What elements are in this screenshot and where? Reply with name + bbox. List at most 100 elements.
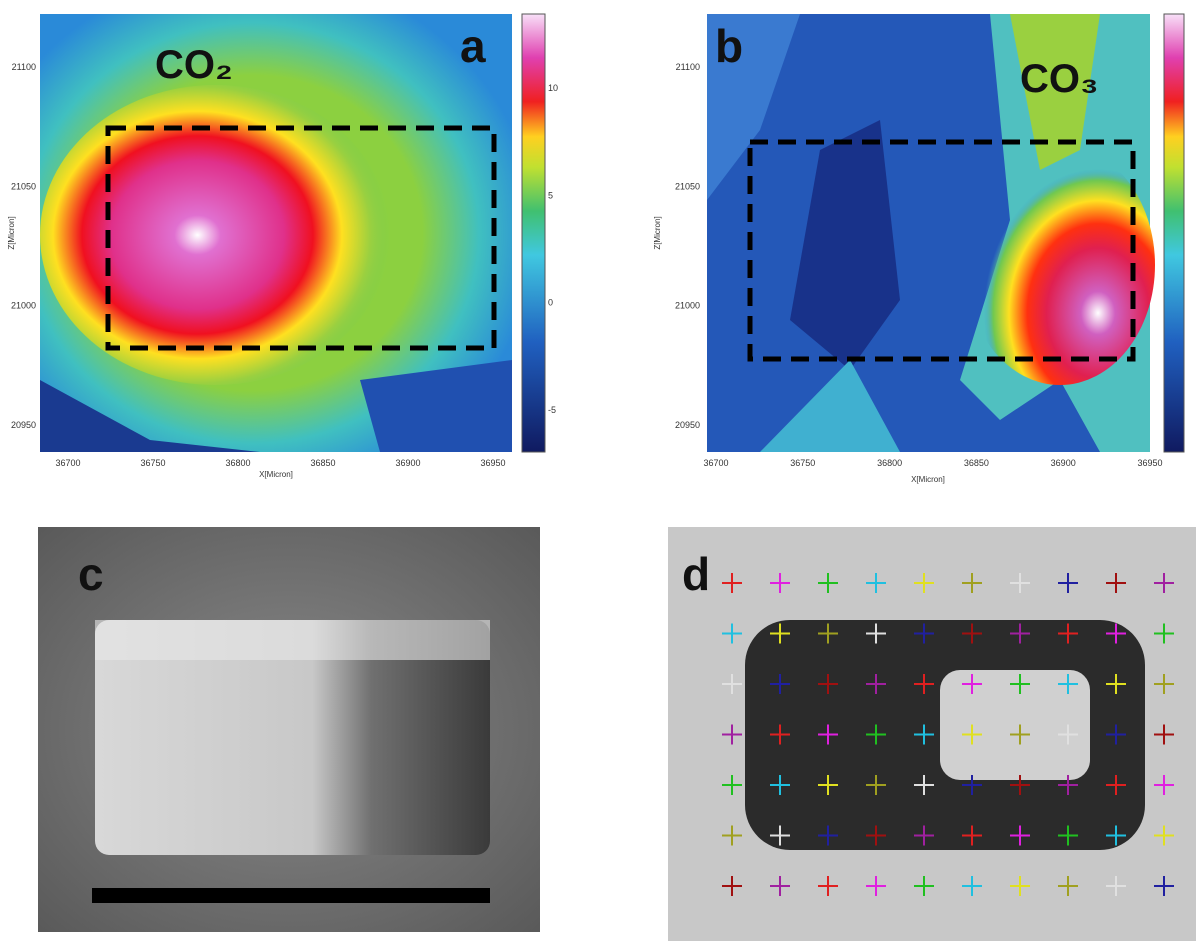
measurement-cross (866, 573, 886, 593)
measurement-cross (1106, 876, 1126, 896)
x-tick-label: 36750 (140, 458, 165, 468)
panel-label: d (682, 548, 710, 600)
colorbar-tick-label: -5 (548, 405, 556, 415)
y-tick-label: 21050 (11, 181, 36, 191)
measurement-cross (962, 724, 982, 745)
x-tick-label: 36850 (964, 458, 989, 468)
y-tick-label: 21000 (11, 301, 36, 311)
measurement-cross (1058, 825, 1078, 846)
x-tick-label: 36900 (395, 458, 420, 468)
measurement-cross (1058, 724, 1078, 745)
y-tick-label: 21100 (676, 62, 700, 72)
x-tick-label: 36900 (1051, 458, 1076, 468)
measurement-cross (962, 573, 982, 593)
measurement-cross (962, 674, 982, 694)
contour-low (40, 380, 260, 452)
measurement-cross (1154, 825, 1174, 846)
measurement-cross (770, 623, 790, 644)
scale-bar (92, 888, 490, 903)
y-axis-label: Z[Micron] (653, 216, 662, 249)
contour-peak (965, 145, 1155, 385)
measurement-cross (962, 876, 982, 896)
contour-low (360, 360, 512, 452)
x-tick-label: 36700 (55, 458, 80, 468)
crystal-edge (95, 620, 490, 660)
measurement-cross (1154, 623, 1174, 644)
panel-a: CO₂ a X[Micron] Z[Micron] (7, 13, 546, 479)
measurement-cross (866, 724, 886, 745)
measurement-cross (914, 573, 934, 593)
measurement-cross (818, 573, 838, 593)
measurement-cross (1010, 573, 1030, 593)
measurement-cross (914, 724, 934, 745)
measurement-cross (914, 623, 934, 644)
measurement-cross (1106, 724, 1126, 745)
contour-region (707, 14, 800, 200)
measurement-cross (722, 573, 742, 593)
x-axis-label: X[Micron] (911, 475, 945, 484)
measurement-cross (1058, 623, 1078, 644)
y-tick-label: 21050 (675, 181, 700, 191)
measurement-cross (914, 876, 934, 896)
contour-peak (40, 85, 390, 385)
y-tick-label: 20950 (11, 420, 36, 430)
x-tick-label: 36950 (480, 458, 505, 468)
measurement-cross (1058, 775, 1078, 795)
contour-region (1010, 14, 1100, 170)
x-tick-label: 36800 (877, 458, 902, 468)
measurement-cross (866, 674, 886, 694)
x-tick-label: 36950 (1137, 458, 1162, 468)
y-tick-label: 21000 (675, 301, 700, 311)
measurement-cross (722, 674, 742, 694)
measurement-cross (770, 573, 790, 593)
measurement-cross (1154, 573, 1174, 593)
measurement-cross (1154, 674, 1174, 694)
measurement-cross (1154, 775, 1174, 795)
measurement-cross (1106, 674, 1126, 694)
measurement-cross (962, 825, 982, 846)
y-axis-label: Z[Micron] (7, 216, 16, 249)
measurement-cross (818, 623, 838, 644)
x-tick-label: 36800 (225, 458, 250, 468)
y-tick-label: 20950 (675, 420, 700, 430)
measurement-cross (722, 724, 742, 745)
measurement-cross (914, 775, 934, 795)
measurement-cross (722, 825, 742, 846)
measurement-cross (818, 674, 838, 694)
measurement-cross (1106, 775, 1126, 795)
x-tick-label: 36750 (790, 458, 815, 468)
measurement-cross (770, 876, 790, 896)
colorbar-tick-label: 5 (548, 190, 553, 200)
colorbar (1163, 13, 1185, 453)
measurement-cross (1010, 674, 1030, 694)
species-label: CO₂ (155, 43, 233, 87)
measurement-cross (1154, 724, 1174, 745)
measurement-cross (770, 775, 790, 795)
panel-label: c (78, 548, 104, 600)
x-tick-label: 36700 (703, 458, 728, 468)
measurement-cross (1010, 623, 1030, 644)
contour-low (790, 120, 900, 370)
panel-label: a (460, 20, 486, 72)
measurement-cross (1010, 825, 1030, 846)
measurement-cross (818, 876, 838, 896)
measurement-cross (770, 724, 790, 745)
measurement-cross (962, 623, 982, 644)
panel-d: d (668, 527, 1196, 941)
x-tick-label: 36850 (310, 458, 335, 468)
x-axis-label: X[Micron] (259, 470, 293, 479)
measurement-cross (1106, 825, 1126, 846)
measurement-cross (866, 825, 886, 846)
measurement-cross (1106, 623, 1126, 644)
measurement-cross (722, 623, 742, 644)
measurement-cross (962, 775, 982, 795)
measurement-cross (818, 775, 838, 795)
species-label: CO₃ (1020, 57, 1099, 101)
measurement-cross (1106, 573, 1126, 593)
colorbar (521, 13, 546, 453)
measurement-cross (914, 674, 934, 694)
measurement-cross (818, 825, 838, 846)
measurement-cross (722, 876, 742, 896)
measurement-cross (770, 825, 790, 846)
measurement-cross (914, 825, 934, 846)
